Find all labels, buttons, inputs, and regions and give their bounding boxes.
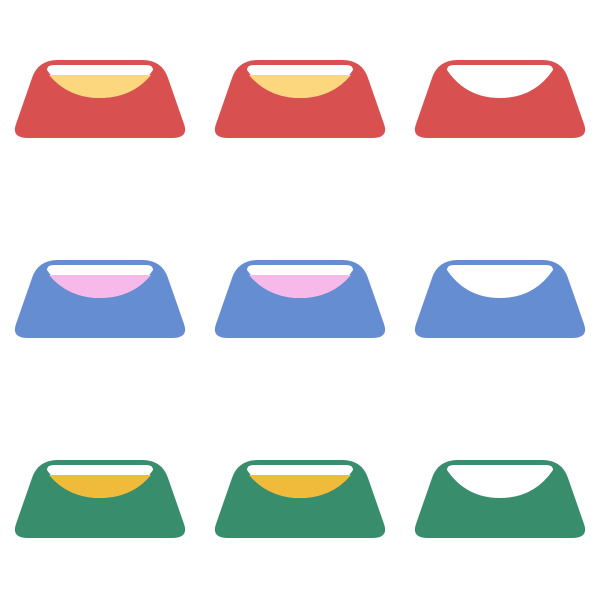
bowl-opening <box>447 265 553 298</box>
bowl-contents <box>49 275 151 298</box>
bowl-contents <box>49 475 151 498</box>
red-bowl-1 <box>14 60 186 138</box>
red-bowl-3 <box>414 60 586 138</box>
bowl-contents <box>249 75 351 98</box>
bowl-contents <box>249 475 351 498</box>
blue-bowl-2 <box>214 260 386 338</box>
green-bowl-2 <box>214 460 386 538</box>
blue-bowl-1 <box>14 260 186 338</box>
bowl-opening <box>447 65 553 98</box>
blue-bowl-3 <box>414 260 586 338</box>
bowl-opening <box>447 465 553 498</box>
red-bowl-2 <box>214 60 386 138</box>
green-bowl-3 <box>414 460 586 538</box>
bowl-contents <box>249 275 351 298</box>
green-bowl-1 <box>14 460 186 538</box>
bowl-contents <box>49 75 151 98</box>
